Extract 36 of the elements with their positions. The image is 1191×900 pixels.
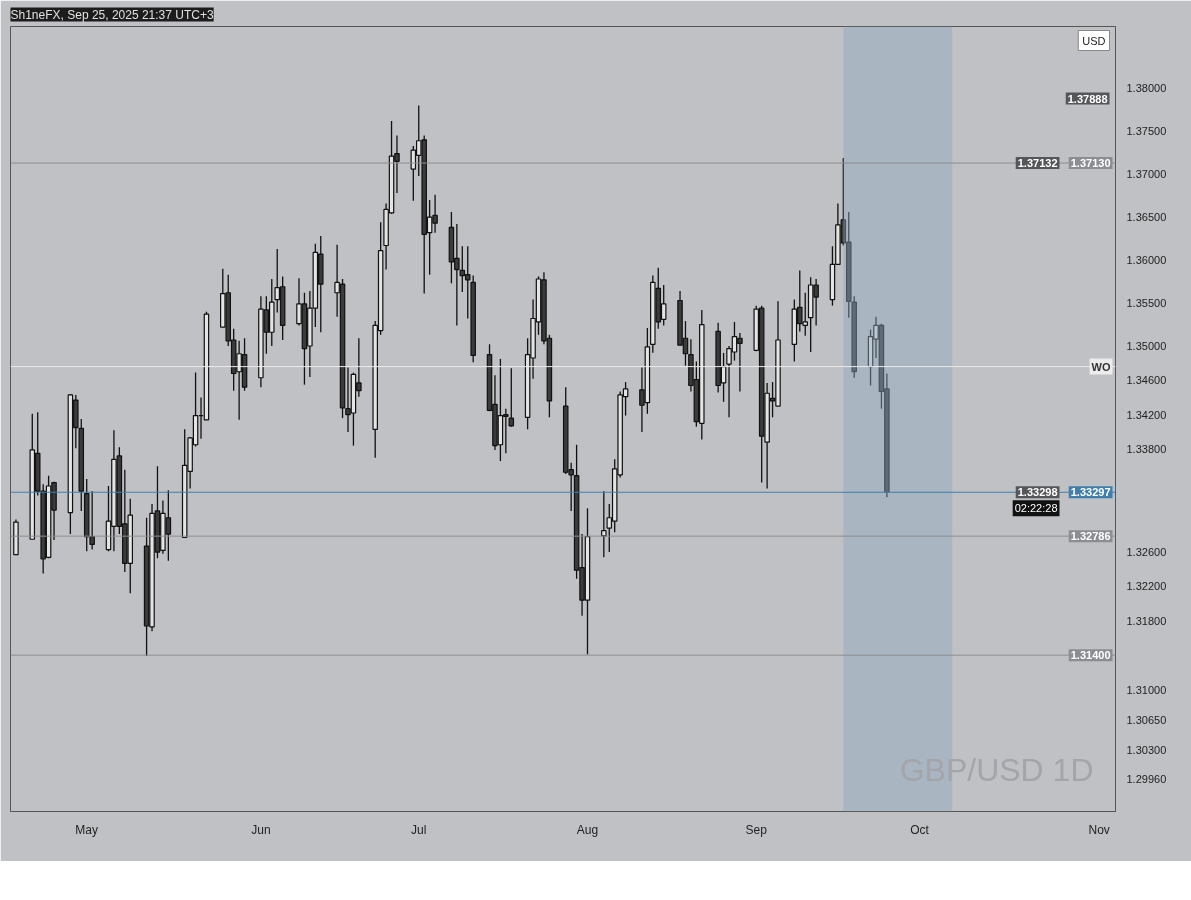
annotation: 1.33298 bbox=[1017, 486, 1058, 499]
y-tick-label: 1.34600 bbox=[1126, 374, 1167, 387]
annotation: 1.37888 bbox=[1067, 92, 1108, 105]
y-tick-label: 1.35500 bbox=[1126, 297, 1167, 310]
ref-line-label: 1.37130 bbox=[1070, 157, 1111, 170]
candlestick bbox=[89, 490, 95, 551]
y-tick-label: 1.37500 bbox=[1126, 125, 1167, 138]
x-tick-label: Nov bbox=[1088, 822, 1110, 837]
x-tick-label: Oct bbox=[910, 822, 930, 837]
y-tick-label: 1.36000 bbox=[1126, 254, 1167, 267]
y-tick-label: 1.31000 bbox=[1126, 683, 1167, 696]
y-tick-label: 1.32200 bbox=[1126, 580, 1167, 593]
y-tick-label: 1.37000 bbox=[1126, 168, 1167, 181]
y-tick-label: 1.38000 bbox=[1126, 82, 1167, 95]
annotation: USD bbox=[1082, 34, 1106, 47]
annotation: 1.37132 bbox=[1017, 156, 1058, 169]
x-tick-label: May bbox=[75, 822, 99, 837]
y-tick-label: 1.33800 bbox=[1126, 443, 1167, 456]
y-tick-label: 1.30650 bbox=[1126, 713, 1167, 726]
y-tick-label: 1.31800 bbox=[1126, 614, 1167, 627]
x-tick-label: Jul bbox=[411, 822, 427, 837]
y-tick-label: 1.32600 bbox=[1126, 546, 1167, 559]
x-tick-label: Aug bbox=[576, 822, 599, 837]
ref-line-label: WO bbox=[1091, 360, 1111, 373]
ref-line-label: 1.31400 bbox=[1070, 649, 1111, 662]
ref-line-label: 1.32786 bbox=[1070, 530, 1111, 543]
chart-subtitle: Sh1neFX, Sep 25, 2025 21:37 UTC+3 bbox=[10, 7, 214, 22]
y-tick-label: 1.35000 bbox=[1126, 340, 1167, 352]
y-tick-label: 1.36500 bbox=[1126, 211, 1167, 224]
y-tick-label: 1.29960 bbox=[1126, 772, 1167, 785]
annotation: 02:22:28 bbox=[1014, 502, 1058, 515]
x-tick-label: Jun bbox=[251, 822, 271, 837]
y-tick-label: 1.34200 bbox=[1126, 408, 1167, 421]
ref-line-label: 1.33297 bbox=[1070, 486, 1111, 499]
x-tick-label: Sep bbox=[745, 822, 768, 837]
y-tick-label: 1.30300 bbox=[1126, 743, 1167, 756]
